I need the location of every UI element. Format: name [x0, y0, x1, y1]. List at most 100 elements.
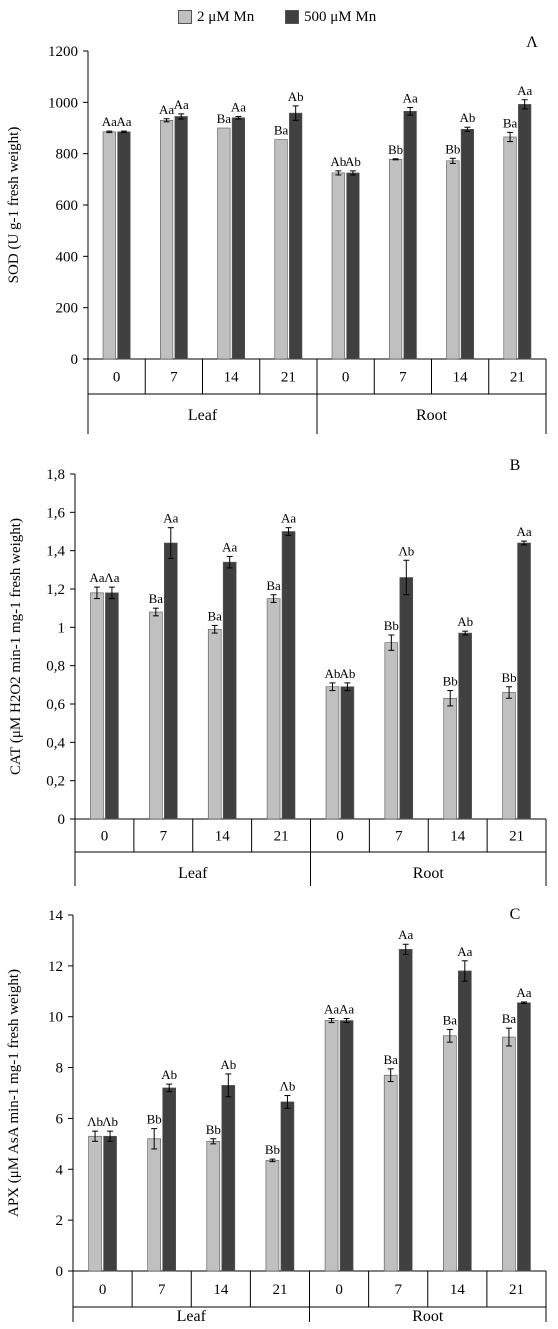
error-bar-500uM — [461, 960, 468, 982]
bar-label-500uM: Λb — [279, 1079, 295, 1094]
bar-500uM — [221, 1085, 236, 1272]
y-tick-label: 14 — [48, 908, 64, 924]
x-tick-label: 0 — [342, 370, 350, 386]
bar-label-2uM: Bb — [388, 142, 403, 157]
bar-500uM — [460, 128, 475, 360]
x-tick-label: 21 — [272, 1282, 287, 1298]
x-tick-label: 0 — [101, 829, 109, 845]
error-bar-2uM — [151, 1128, 158, 1150]
bar-2uM — [443, 1035, 457, 1272]
panel-label: B — [510, 457, 521, 474]
bar-label-2uM: Bb — [443, 674, 458, 689]
bar-2uM — [503, 136, 517, 360]
y-tick-label: 1,2 — [46, 582, 65, 598]
bar-label-500uM: Λa — [104, 570, 119, 585]
error-bar-500uM — [285, 527, 292, 536]
bar-label-500uM: Aa — [174, 97, 189, 112]
x-tick-label: 0 — [113, 370, 121, 386]
bar-500uM — [458, 970, 472, 1272]
error-bar-500uM — [407, 106, 414, 116]
y-tick-label: 1000 — [48, 95, 78, 111]
bar-2uM — [102, 131, 116, 360]
y-tick-label: 1,6 — [46, 505, 65, 521]
x-tick-label: 7 — [395, 829, 403, 845]
bar-label-2uM: Ab — [330, 154, 346, 169]
bar-2uM — [324, 1020, 339, 1272]
error-bar-2uM — [506, 686, 513, 699]
y-tick-label: 1 — [58, 620, 66, 636]
error-bar-2uM — [93, 586, 100, 600]
bar-500uM — [174, 116, 188, 360]
error-bar-500uM — [462, 630, 469, 636]
bar-label-500uM: Ab — [345, 154, 361, 169]
sod-chart: 0 200 400 600 800 1000 1200 SOD (U g-1 fresh we… — [6, 34, 547, 434]
bar-500uM — [518, 104, 532, 360]
x-tick-label: 14 — [450, 1282, 466, 1298]
bar-500uM — [458, 632, 472, 820]
error-bar-500uM — [521, 99, 528, 110]
bar-label-500uM: Aa — [517, 83, 532, 98]
legend-swatch-500uM — [285, 10, 299, 24]
error-bar-500uM — [166, 1083, 173, 1093]
bar-2uM — [90, 592, 104, 820]
bar-2uM — [147, 1138, 161, 1272]
error-bar-500uM — [464, 126, 471, 132]
bar-label-2uM: Ba — [443, 1012, 458, 1027]
legend-item-500uM: 500 μM Mn — [285, 6, 376, 28]
bar-500uM — [164, 542, 178, 820]
error-bar-2uM — [392, 158, 399, 161]
bar-500uM — [517, 542, 531, 820]
x-tick-label: 21 — [510, 370, 525, 386]
bar-label-500uM: Ab — [220, 1057, 236, 1072]
y-tick-label: 1200 — [48, 44, 78, 60]
y-tick-label: 200 — [56, 301, 79, 317]
y-tick-label: 1,4 — [46, 544, 65, 560]
bar-500uM — [105, 592, 119, 820]
y-tick-label: 10 — [48, 1010, 63, 1026]
group-label-leaf: Leaf — [177, 1308, 207, 1325]
error-bar-2uM — [447, 690, 454, 707]
bar-label-500uM: Ab — [161, 1067, 177, 1082]
error-bar-2uM — [449, 157, 456, 164]
bar-2uM — [325, 686, 340, 820]
bar-label-2uM: Bb — [384, 618, 399, 633]
error-bar-2uM — [92, 1130, 99, 1142]
error-bar-2uM — [387, 1068, 394, 1083]
error-bar-500uM — [225, 1073, 232, 1098]
group-label-root: Root — [413, 865, 445, 882]
bar-2uM — [446, 160, 460, 360]
x-tick-label: 21 — [281, 370, 296, 386]
bar-label-2uM: Aa — [324, 1001, 339, 1016]
x-tick-label: 0 — [335, 1282, 343, 1298]
bar-label-2uM: Ba — [217, 111, 232, 126]
chart-legend: 2 μM Mn 500 μM Mn — [0, 6, 558, 28]
bar-500uM — [231, 117, 246, 360]
y-tick-label: 0,2 — [46, 774, 65, 790]
x-tick-label: 7 — [394, 1282, 402, 1298]
bar-500uM — [289, 112, 303, 360]
y-tick-label: 8 — [56, 1061, 64, 1077]
x-tick-label: 0 — [99, 1282, 107, 1298]
bar-label-500uM: Aa — [398, 927, 413, 942]
y-tick-label: 6 — [56, 1111, 64, 1127]
bar-500uM — [162, 1087, 176, 1272]
error-bar-500uM — [292, 105, 299, 121]
bar-500uM — [346, 172, 360, 360]
legend-label-500uM: 500 μM Mn — [304, 8, 377, 25]
bar-label-2uM: Ba — [383, 1052, 398, 1067]
y-tick-label: 0,8 — [46, 659, 65, 675]
error-bar-2uM — [507, 131, 514, 143]
y-tick-label: 2 — [56, 1213, 64, 1229]
bar-500uM — [281, 531, 296, 820]
x-tick-label: 7 — [158, 1282, 166, 1298]
bar-label-2uM: Ba — [503, 115, 518, 130]
y-axis-title: CAT (μM H2O2 min-1 mg-1 fresh weight) — [8, 518, 24, 775]
group-label-leaf: Leaf — [178, 865, 208, 882]
bar-label-2uM: Ba — [266, 578, 281, 593]
group-label-leaf: Leaf — [188, 407, 218, 424]
error-bar-2uM — [152, 607, 159, 617]
error-bar-500uM — [520, 1001, 527, 1004]
error-bar-500uM — [403, 559, 410, 596]
legend-label-2uM: 2 μM Mn — [197, 8, 255, 25]
error-bar-500uM — [344, 682, 351, 692]
